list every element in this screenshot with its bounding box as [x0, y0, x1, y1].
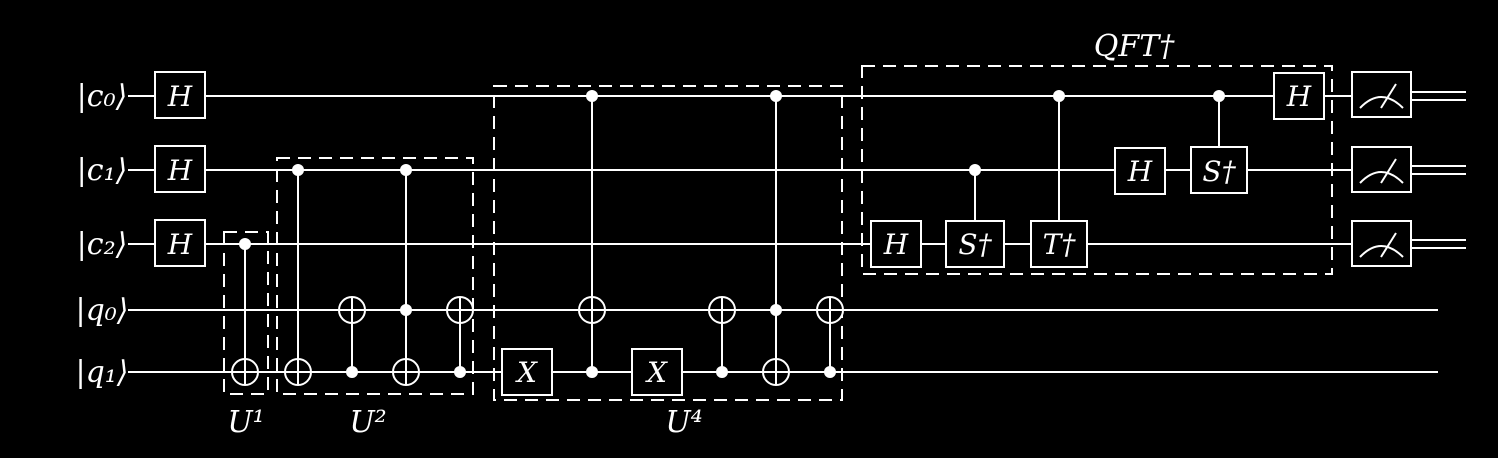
cnot-target-icon: [338, 296, 366, 324]
group-box-u1: [223, 231, 269, 395]
gate-h: H: [154, 145, 206, 193]
control-dot: [1213, 90, 1225, 102]
measurements: [1351, 71, 1412, 267]
cnot-target-icon: [446, 296, 474, 324]
cnot-target-icon: [816, 296, 844, 324]
qubit-label-q0: |q₀⟩: [75, 293, 128, 328]
group-box-qft-dagger: [861, 65, 1333, 275]
control-dot: [400, 304, 412, 316]
gate-label: H: [883, 228, 909, 261]
control-dot: [239, 238, 251, 250]
cnot-target-icon: [578, 296, 606, 324]
gate-s-dagger: S†: [1190, 146, 1248, 194]
group-label-u1: U¹: [227, 405, 264, 440]
control-dot: [586, 90, 598, 102]
cnot-target-icon: [762, 358, 790, 386]
control-dot: [770, 90, 782, 102]
group-label-qft-dagger: QFT†: [1094, 29, 1175, 64]
gate-h: H: [870, 220, 922, 268]
gate-label: H: [167, 80, 193, 113]
cnot-target-icon: [392, 358, 420, 386]
cnot-targets: [231, 296, 844, 386]
group-boxes: [223, 65, 1333, 401]
control-dot: [346, 366, 358, 378]
control-dot: [969, 164, 981, 176]
cnot-target-icon: [708, 296, 736, 324]
meter-icon: [1351, 146, 1412, 193]
qubit-label-q1: |q₁⟩: [75, 355, 128, 390]
control-dot: [454, 366, 466, 378]
group-label-u4: U⁴: [665, 405, 702, 440]
gate-x: X: [501, 348, 553, 396]
qubit-label-c1: |c₁⟩: [77, 153, 128, 188]
cnot-target-icon: [231, 358, 259, 386]
meter-icon: [1351, 71, 1412, 118]
control-dot: [1053, 90, 1065, 102]
gate-s-dagger: S†: [945, 220, 1005, 268]
gate-label: H: [167, 154, 193, 187]
qubit-label-c2: |c₂⟩: [77, 227, 128, 262]
qubit-labels: |c₀⟩ |c₁⟩ |c₂⟩ |q₀⟩ |q₁⟩: [75, 79, 128, 390]
gate-t-dagger: T†: [1030, 220, 1088, 268]
control-dots: [239, 90, 1225, 378]
control-dot: [292, 164, 304, 176]
gate-label: S†: [1202, 155, 1236, 188]
meter-icon: [1351, 220, 1412, 267]
gate-label: S†: [958, 228, 992, 261]
group-labels: U¹ U² U⁴ QFT†: [227, 29, 1175, 440]
cnot-target-icon: [284, 358, 312, 386]
control-dot: [400, 164, 412, 176]
gate-h: H: [154, 219, 206, 267]
gate-h: H: [1273, 72, 1325, 120]
gate-h: H: [154, 71, 206, 119]
gate-label: H: [167, 228, 193, 261]
gate-h: H: [1114, 147, 1166, 195]
group-box-u4: [493, 85, 843, 401]
gate-label: X: [515, 356, 538, 389]
group-box-u2: [276, 157, 474, 395]
classical-wires: [1412, 91, 1466, 249]
control-dot: [770, 304, 782, 316]
qubit-label-c0: |c₀⟩: [77, 79, 128, 114]
gate-label: X: [645, 356, 668, 389]
gate-label: H: [1127, 155, 1153, 188]
control-dot: [716, 366, 728, 378]
gate-x: X: [631, 348, 683, 396]
control-dot: [586, 366, 598, 378]
group-label-u2: U²: [349, 405, 386, 440]
boxed-gates: H H H X X H S† T†: [154, 71, 1325, 396]
control-dot: [824, 366, 836, 378]
gate-label: H: [1286, 80, 1312, 113]
gate-label: T†: [1043, 228, 1077, 261]
